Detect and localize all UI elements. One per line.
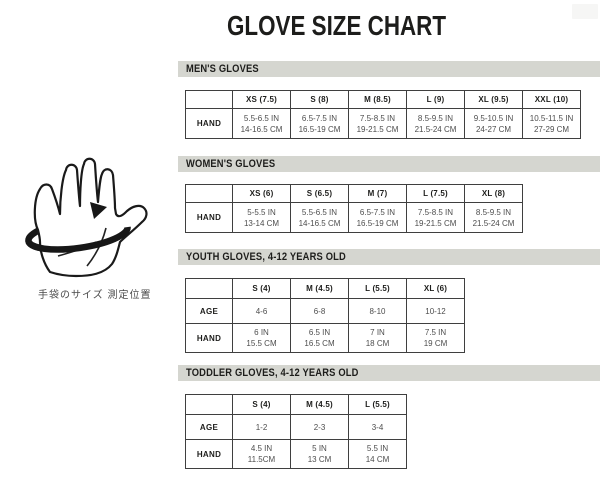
col-header: L (7.5) — [406, 184, 465, 203]
col-header: M (4.5) — [290, 278, 349, 299]
size-cell: 6.5-7.5 IN 16.5-19 CM — [290, 108, 349, 139]
col-header: S (4) — [232, 278, 291, 299]
table-header-row: XS (6) S (6.5) M (7) L (7.5) XL (8) — [185, 184, 523, 203]
table-row: HAND 5.5-6.5 IN 14-16.5 CM 6.5-7.5 IN 16… — [185, 108, 581, 139]
age-cell: 6-8 — [290, 298, 349, 324]
section-heading-youth: YOUTH GLOVES, 4-12 YEARS OLD — [178, 249, 600, 265]
size-cell: 6 IN 15.5 CM — [232, 323, 291, 353]
age-cell: 4-6 — [232, 298, 291, 324]
size-cell: 5.5-6.5 IN 14-16.5 CM — [290, 202, 349, 233]
row-label: AGE — [185, 298, 233, 324]
size-cell: 7.5-8.5 IN 19-21.5 CM — [406, 202, 465, 233]
table-row: AGE 1-2 2-3 3-4 — [185, 414, 407, 440]
hand-caption: 手袋のサイズ 測定位置 — [38, 290, 152, 301]
size-cell: 5-5.5 IN 13-14 CM — [232, 202, 291, 233]
table-row: HAND 4.5 IN 11.5CM 5 IN 13 CM 5.5 IN 14 … — [185, 439, 407, 469]
corner-cell — [185, 90, 233, 109]
section-heading-label: TODDLER GLOVES, 4-12 YEARS OLD — [186, 367, 359, 379]
size-chart-sections: MEN'S GLOVES XS (7.5) S (8) M (8.5) L (9… — [178, 61, 600, 469]
watermark-icon — [572, 4, 598, 19]
corner-cell — [185, 278, 233, 299]
col-header: XL (8) — [464, 184, 523, 203]
section-heading-womens: WOMEN'S GLOVES — [178, 156, 600, 172]
section-heading-toddler: TODDLER GLOVES, 4-12 YEARS OLD — [178, 365, 600, 381]
col-header: XS (7.5) — [232, 90, 291, 109]
section-heading-label: WOMEN'S GLOVES — [186, 158, 276, 170]
age-cell: 3-4 — [348, 414, 407, 440]
size-cell: 7 IN 18 CM — [348, 323, 407, 353]
age-cell: 10-12 — [406, 298, 465, 324]
col-header: L (9) — [406, 90, 465, 109]
row-label: HAND — [185, 108, 233, 139]
col-header: M (4.5) — [290, 394, 349, 415]
row-label: HAND — [185, 202, 233, 233]
size-cell: 7.5-8.5 IN 19-21.5 CM — [348, 108, 407, 139]
toddler-size-table: S (4) M (4.5) L (5.5) AGE 1-2 2-3 3-4 HA… — [185, 394, 407, 469]
section-heading-label: YOUTH GLOVES, 4-12 YEARS OLD — [186, 251, 346, 263]
size-cell: 6.5-7.5 IN 16.5-19 CM — [348, 202, 407, 233]
size-cell: 9.5-10.5 IN 24-27 CM — [464, 108, 523, 139]
table-header-row: S (4) M (4.5) L (5.5) XL (6) — [185, 278, 465, 299]
col-header: M (7) — [348, 184, 407, 203]
size-cell: 5.5-6.5 IN 14-16.5 CM — [232, 108, 291, 139]
table-row: HAND 6 IN 15.5 CM 6.5 IN 16.5 CM 7 IN 18… — [185, 323, 465, 353]
size-cell: 6.5 IN 16.5 CM — [290, 323, 349, 353]
size-cell: 5.5 IN 14 CM — [348, 439, 407, 469]
table-header-row: S (4) M (4.5) L (5.5) — [185, 394, 407, 415]
row-label: HAND — [185, 323, 233, 353]
col-header: S (8) — [290, 90, 349, 109]
col-header: XL (9.5) — [464, 90, 523, 109]
col-header: L (5.5) — [348, 394, 407, 415]
size-cell: 4.5 IN 11.5CM — [232, 439, 291, 469]
row-label: AGE — [185, 414, 233, 440]
section-heading-mens: MEN'S GLOVES — [178, 61, 600, 77]
size-cell: 8.5-9.5 IN 21.5-24 CM — [464, 202, 523, 233]
page-title: GLOVE SIZE CHART — [227, 10, 447, 41]
col-header: L (5.5) — [348, 278, 407, 299]
size-cell: 7.5 IN 19 CM — [406, 323, 465, 353]
size-cell: 8.5-9.5 IN 21.5-24 CM — [406, 108, 465, 139]
col-header: M (8.5) — [348, 90, 407, 109]
age-cell: 1-2 — [232, 414, 291, 440]
table-row: AGE 4-6 6-8 8-10 10-12 — [185, 298, 465, 324]
hand-measurement-icon — [25, 157, 148, 278]
size-cell: 10.5-11.5 IN 27-29 CM — [522, 108, 581, 139]
corner-cell — [185, 394, 233, 415]
section-heading-label: MEN'S GLOVES — [186, 63, 259, 75]
col-header: XL (6) — [406, 278, 465, 299]
mens-size-table: XS (7.5) S (8) M (8.5) L (9) XL (9.5) XX… — [185, 90, 581, 139]
row-label: HAND — [185, 439, 233, 469]
table-row: HAND 5-5.5 IN 13-14 CM 5.5-6.5 IN 14-16.… — [185, 202, 523, 233]
col-header: S (4) — [232, 394, 291, 415]
col-header: S (6.5) — [290, 184, 349, 203]
corner-cell — [185, 184, 233, 203]
youth-size-table: S (4) M (4.5) L (5.5) XL (6) AGE 4-6 6-8… — [185, 278, 465, 353]
size-cell: 5 IN 13 CM — [290, 439, 349, 469]
col-header: XS (6) — [232, 184, 291, 203]
age-cell: 2-3 — [290, 414, 349, 440]
table-header-row: XS (7.5) S (8) M (8.5) L (9) XL (9.5) XX… — [185, 90, 581, 109]
col-header: XXL (10) — [522, 90, 581, 109]
womens-size-table: XS (6) S (6.5) M (7) L (7.5) XL (8) HAND… — [185, 184, 523, 233]
age-cell: 8-10 — [348, 298, 407, 324]
